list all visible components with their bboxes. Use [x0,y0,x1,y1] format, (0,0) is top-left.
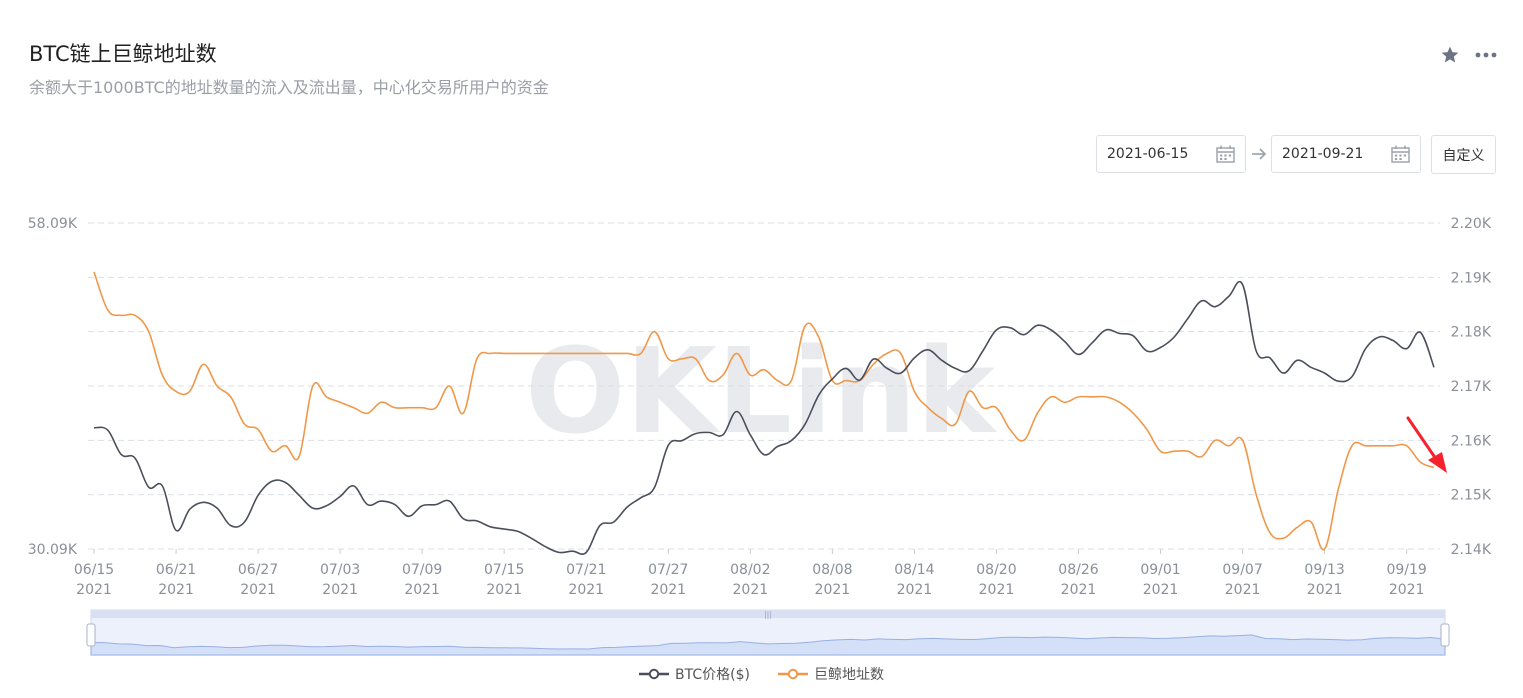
x-axis-tick-year: 2021 [76,582,112,598]
calendar-icon [1216,145,1235,167]
arrow-right-icon [1251,146,1267,165]
x-axis-tick-year: 2021 [568,582,604,598]
right-axis-tick-label: 2.18K [1451,325,1492,341]
x-axis-tick-label: 07/03 [320,562,360,578]
x-axis-tick-year: 2021 [240,582,276,598]
series-line-btc [93,280,1435,555]
legend-whale-label: 巨鲸地址数 [813,667,884,683]
x-axis-tick-label: 08/26 [1058,562,1098,578]
x-axis-tick-label: 09/19 [1386,562,1426,578]
x-axis-tick-year: 2021 [404,582,440,598]
toolbar [1439,44,1497,66]
x-axis-tick-label: 08/20 [976,562,1016,578]
x-axis-tick-label: 09/13 [1304,562,1344,578]
x-axis-tick-year: 2021 [486,582,522,598]
more-icon[interactable] [1475,44,1497,66]
left-axis-tick-label: 58.09K [28,216,78,232]
x-axis-tick-year: 2021 [650,582,686,598]
x-axis-tick-year: 2021 [322,582,358,598]
x-axis-tick-label: 06/27 [238,562,278,578]
chart-subtitle: 余额大于1000BTC的地址数量的流入及流出量，中心化交易所用户的资金 [29,78,549,97]
x-axis-tick-year: 2021 [1389,582,1425,598]
x-axis-tick-year: 2021 [158,582,194,598]
x-axis-tick-label: 07/21 [566,562,606,578]
x-axis-tick-label: 08/02 [730,562,770,578]
x-axis-tick-label: 06/15 [74,562,114,578]
x-axis-tick-year: 2021 [1225,582,1261,598]
left-axis-tick-label: 30.09K [28,542,78,558]
start-date-value: 2021-06-15 [1107,146,1189,162]
navigator-selection [91,618,1445,655]
annotation-arrow-shaft [1406,416,1438,461]
legend-btc-marker [639,668,670,680]
navigator-grip-icon: ||| [764,610,772,619]
star-icon[interactable] [1439,44,1461,66]
legend-btc-label: BTC价格($) [675,667,750,683]
annotation-arrow-head [1428,452,1447,473]
legend-item-whale[interactable]: 巨鲸地址数 [777,664,884,684]
x-axis-tick-year: 2021 [815,582,851,598]
right-axis-tick-label: 2.19K [1451,270,1492,286]
chart-title: BTC链上巨鲸地址数 [29,42,217,66]
x-axis-tick-year: 2021 [1307,582,1343,598]
navigator-top-bar [91,610,1445,618]
x-axis-tick-label: 07/15 [484,562,524,578]
watermark: OKLink [525,322,997,460]
right-axis-tick-label: 2.16K [1451,433,1492,449]
legend-item-btc[interactable]: BTC价格($) [639,664,750,684]
x-axis-tick-year: 2021 [733,582,769,598]
navigator-handle-left[interactable] [86,623,96,647]
navigator-area [90,634,1446,656]
start-date-input[interactable]: 2021-06-15 [1096,135,1246,173]
calendar-icon [1391,145,1410,167]
x-axis-tick-year: 2021 [897,582,933,598]
right-axis-tick-label: 2.15K [1451,488,1492,504]
x-axis-tick-label: 08/14 [894,562,934,578]
x-axis-tick-label: 07/27 [648,562,688,578]
end-date-value: 2021-09-21 [1282,146,1364,162]
x-axis-tick-year: 2021 [979,582,1015,598]
x-axis-tick-year: 2021 [1061,582,1097,598]
series-line-whale [93,271,1435,551]
end-date-input[interactable]: 2021-09-21 [1271,135,1421,173]
x-axis-tick-label: 09/07 [1222,562,1262,578]
x-axis-tick-label: 08/08 [812,562,852,578]
right-axis-tick-label: 2.20K [1451,216,1492,232]
x-axis-tick-label: 09/01 [1140,562,1180,578]
x-axis-tick-label: 06/21 [156,562,196,578]
custom-range-button[interactable]: 自定义 [1431,135,1496,174]
x-axis-tick-label: 07/09 [402,562,442,578]
x-axis-tick-year: 2021 [1143,582,1179,598]
right-axis-tick-label: 2.14K [1451,542,1492,558]
legend: BTC价格($) 巨鲸地址数 [0,664,1523,684]
right-axis-tick-label: 2.17K [1451,379,1492,395]
legend-whale-marker [777,668,808,680]
navigator-handle-right[interactable] [1440,623,1450,647]
